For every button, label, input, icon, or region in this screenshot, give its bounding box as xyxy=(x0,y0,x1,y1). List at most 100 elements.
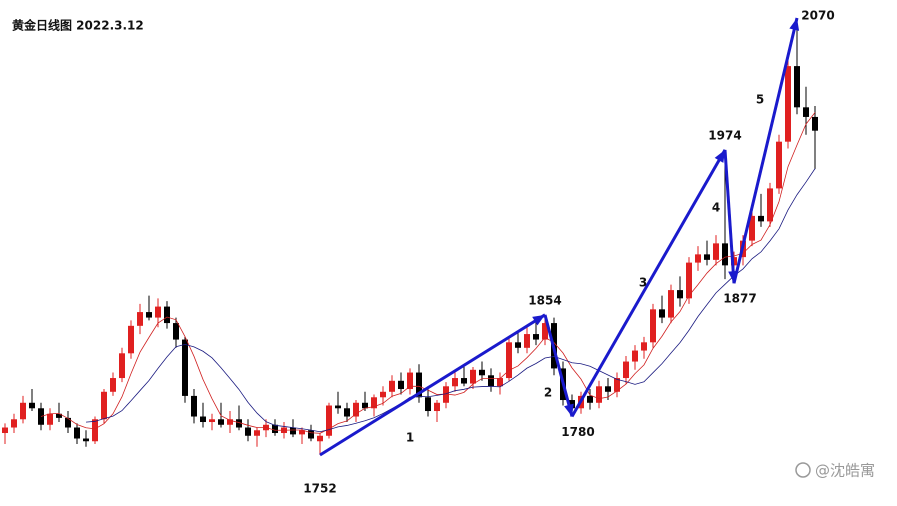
watermark: @沈皓寓 xyxy=(815,462,875,480)
candle-body xyxy=(749,215,755,241)
candle-body xyxy=(344,408,350,417)
wave-line xyxy=(732,17,799,284)
candle-body xyxy=(254,430,260,436)
candle-body xyxy=(47,413,53,425)
candle-body xyxy=(317,435,323,442)
wave-label: 5 xyxy=(756,93,764,107)
candle-body xyxy=(74,427,80,439)
candle-body xyxy=(38,408,44,425)
candle-body xyxy=(812,116,818,131)
candle-body xyxy=(326,405,332,436)
candle-body xyxy=(83,438,89,442)
candle-body xyxy=(515,342,521,348)
candle-body xyxy=(245,427,251,436)
pivot-label: 2070 xyxy=(801,9,834,23)
candle-body xyxy=(533,334,539,340)
pivot-label: 1780 xyxy=(561,425,594,439)
wave-line xyxy=(319,313,546,457)
candle-body xyxy=(434,402,440,412)
candle-body xyxy=(290,427,296,435)
candle-body xyxy=(614,378,620,392)
candle-body xyxy=(29,402,35,409)
candle-body xyxy=(668,290,674,318)
candle-body xyxy=(443,386,449,403)
candle-body xyxy=(218,419,224,425)
candle-body xyxy=(623,361,629,379)
candle-body xyxy=(380,391,386,398)
candle-body xyxy=(416,372,422,398)
candle-body xyxy=(137,312,143,326)
candle-body xyxy=(92,419,98,442)
pivot-label: 1854 xyxy=(528,293,561,307)
candle-body xyxy=(425,397,431,412)
wave-label: 3 xyxy=(639,276,647,290)
candle-body xyxy=(173,323,179,340)
candle-body xyxy=(776,141,782,189)
wave-label: 2 xyxy=(544,386,552,400)
candle-body xyxy=(389,380,395,392)
chart-title: 黄金日线图 2022.3.12 xyxy=(12,18,144,33)
candle-body xyxy=(119,353,125,379)
candle-body xyxy=(182,339,188,396)
candle-body xyxy=(803,107,809,117)
candle-body xyxy=(164,306,170,324)
candle-body xyxy=(461,378,467,384)
candle-body xyxy=(758,215,764,222)
moving-average xyxy=(85,168,816,433)
candle-body xyxy=(200,416,206,423)
candle-body xyxy=(308,430,314,439)
watermark-icon xyxy=(795,462,811,478)
wave-label: 1 xyxy=(406,431,414,445)
candle-body xyxy=(407,372,413,390)
candle-body xyxy=(299,430,305,435)
pivot-label: 1974 xyxy=(708,128,741,142)
candle-body xyxy=(794,66,800,108)
candle-body xyxy=(191,395,197,417)
wave-line xyxy=(723,149,736,284)
pivot-label: 1877 xyxy=(723,292,756,306)
candle-body xyxy=(488,375,494,387)
candle-body xyxy=(209,419,215,423)
candle-body xyxy=(236,419,242,428)
candle-body xyxy=(785,66,791,142)
moving-average xyxy=(40,112,816,434)
candle-body xyxy=(227,419,233,425)
candle-body xyxy=(110,378,116,392)
candle-body xyxy=(695,254,701,263)
candle-body xyxy=(470,369,476,384)
candle-body xyxy=(641,342,647,351)
candle-body xyxy=(713,243,719,260)
wave-arrowhead xyxy=(714,149,725,163)
wave-line xyxy=(543,314,574,417)
candle-body xyxy=(605,386,611,392)
candle-body xyxy=(20,402,26,420)
candle-body xyxy=(542,323,548,340)
wave-arrowhead xyxy=(789,18,800,31)
candle-body xyxy=(335,405,341,409)
candle-body xyxy=(398,380,404,390)
candle-body xyxy=(632,350,638,362)
candle-body xyxy=(146,312,152,318)
candle-body xyxy=(101,391,107,420)
candle-body xyxy=(272,424,278,434)
candle-body xyxy=(659,309,665,318)
candle-body xyxy=(767,188,773,222)
candle-body xyxy=(596,386,602,403)
candle-body xyxy=(650,309,656,343)
candle-body xyxy=(371,397,377,409)
candle-body xyxy=(479,369,485,376)
candle-body xyxy=(128,325,134,354)
candle-body xyxy=(722,243,728,266)
pivot-label: 1752 xyxy=(303,482,336,496)
candle-body xyxy=(155,306,161,318)
candle-body xyxy=(362,402,368,409)
candle-body xyxy=(686,262,692,299)
candle-body xyxy=(353,402,359,417)
candle-body xyxy=(506,342,512,379)
candle-body xyxy=(452,378,458,387)
candle-body xyxy=(2,427,8,434)
candle-body xyxy=(524,334,530,348)
wave-label: 4 xyxy=(712,201,720,215)
candle-body xyxy=(497,378,503,387)
